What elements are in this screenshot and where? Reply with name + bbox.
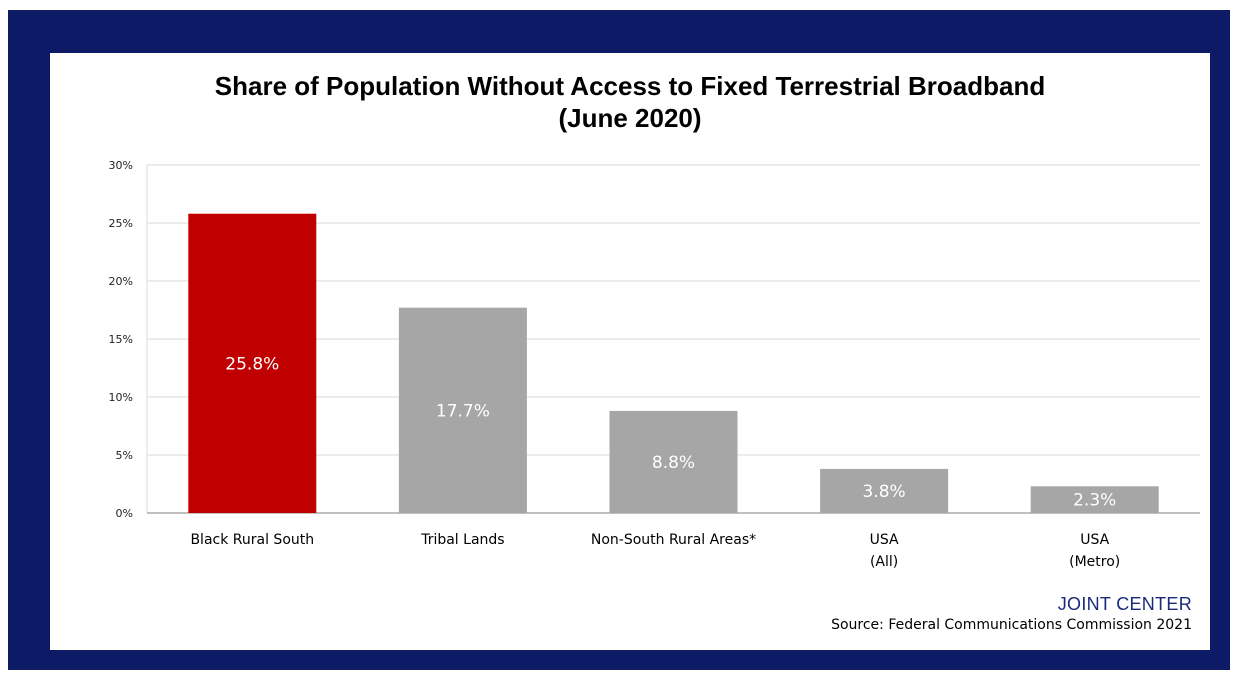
y-tick-label: 30%: [109, 159, 133, 172]
x-tick-label: Tribal Lands: [420, 532, 504, 548]
bar: [398, 307, 527, 513]
bar-chart: 0% 5% 10% 15% 20% 25% 30% 25.8% Black Rural Sout…: [109, 159, 1200, 570]
y-tick-label: 20%: [109, 275, 133, 288]
data-label: 8.8%: [652, 453, 695, 473]
y-tick-label: 10%: [109, 391, 133, 404]
x-tick-label: (All): [870, 554, 898, 570]
x-tick-label: USA: [1080, 532, 1109, 548]
chart-panel: Share of Population Without Access to Fi…: [50, 53, 1210, 650]
y-tick-label: 0%: [116, 507, 133, 520]
bar: [820, 468, 949, 513]
x-tick-label: Non-South Rural Areas*: [591, 532, 756, 548]
x-tick-label: (Metro): [1069, 554, 1120, 570]
bar: [1030, 486, 1159, 513]
y-tick-label: 5%: [116, 449, 133, 462]
data-label: 3.8%: [862, 482, 905, 502]
chart-title: Share of Population Without Access to Fi…: [50, 70, 1210, 134]
brand-logo-text: JOINT CENTER: [1057, 594, 1192, 614]
chart-subtitle: (June 2020): [558, 103, 702, 133]
y-tick-label: 25%: [109, 217, 133, 230]
chart-title-main: Share of Population Without Access to Fi…: [214, 71, 1046, 101]
data-label: 2.3%: [1073, 491, 1116, 511]
x-tick-label: Black Rural South: [190, 532, 314, 548]
x-tick-label: USA: [870, 532, 899, 548]
source-note: Source: Federal Communications Commissio…: [831, 617, 1192, 633]
bar: [609, 410, 738, 513]
y-tick-label: 15%: [109, 333, 133, 346]
bar: [188, 213, 317, 513]
data-label: 25.8%: [225, 354, 279, 374]
outer-frame: Share of Population Without Access to Fi…: [8, 10, 1230, 670]
data-label: 17.7%: [436, 401, 490, 421]
